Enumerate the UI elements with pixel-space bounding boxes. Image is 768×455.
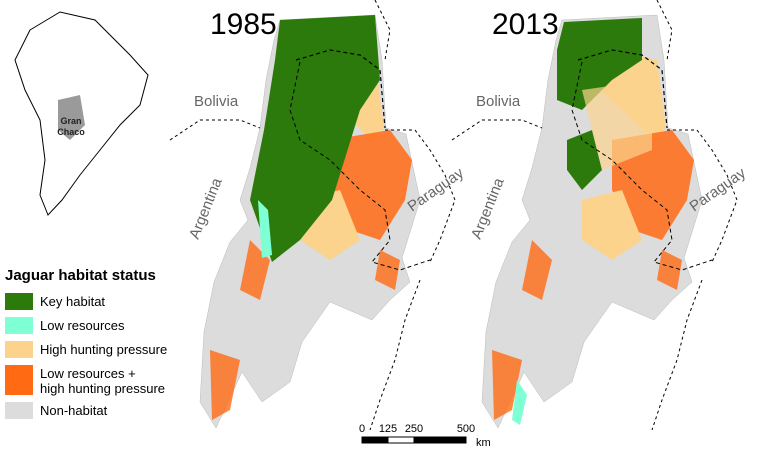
scale-segment xyxy=(361,436,389,444)
legend-label: Key habitat xyxy=(40,294,105,309)
map-2013 xyxy=(451,0,738,431)
scale-tick-label: 125 xyxy=(379,423,397,435)
map-year: 1985 xyxy=(210,8,277,41)
legend-swatch xyxy=(5,402,33,419)
scale-tick-label: 500 xyxy=(457,423,475,435)
legend-label: High hunting pressure xyxy=(40,342,167,357)
legend-swatch xyxy=(5,341,33,358)
legend: Jaguar habitat status Key habitat Low reso… xyxy=(5,267,167,419)
country-label: Argentina xyxy=(186,175,226,242)
legend-swatch xyxy=(5,293,33,310)
scale-segment xyxy=(387,436,415,444)
scale-tick-label: 0 xyxy=(359,423,365,435)
legend-label: high hunting pressure xyxy=(40,381,165,396)
map-1985 xyxy=(169,0,456,431)
legend-swatch xyxy=(5,317,33,334)
country-label: Bolivia xyxy=(476,93,521,110)
inset-label: Chaco xyxy=(57,127,85,137)
scale-unit: km xyxy=(476,437,491,449)
scale-segment xyxy=(413,436,467,444)
legend-title: Jaguar habitat status xyxy=(5,267,156,284)
country-label: Argentina xyxy=(468,175,508,242)
inset-map xyxy=(14,11,149,216)
legend-label: Non-habitat xyxy=(40,403,108,418)
map-year: 2013 xyxy=(492,8,559,41)
legend-label: Low resources xyxy=(40,318,125,333)
inset-label: Gran xyxy=(60,116,81,126)
country-label: Bolivia xyxy=(194,93,239,110)
legend-swatch xyxy=(5,365,33,395)
scale-tick-label: 250 xyxy=(405,423,423,435)
legend-label: Low resources + xyxy=(40,366,136,381)
